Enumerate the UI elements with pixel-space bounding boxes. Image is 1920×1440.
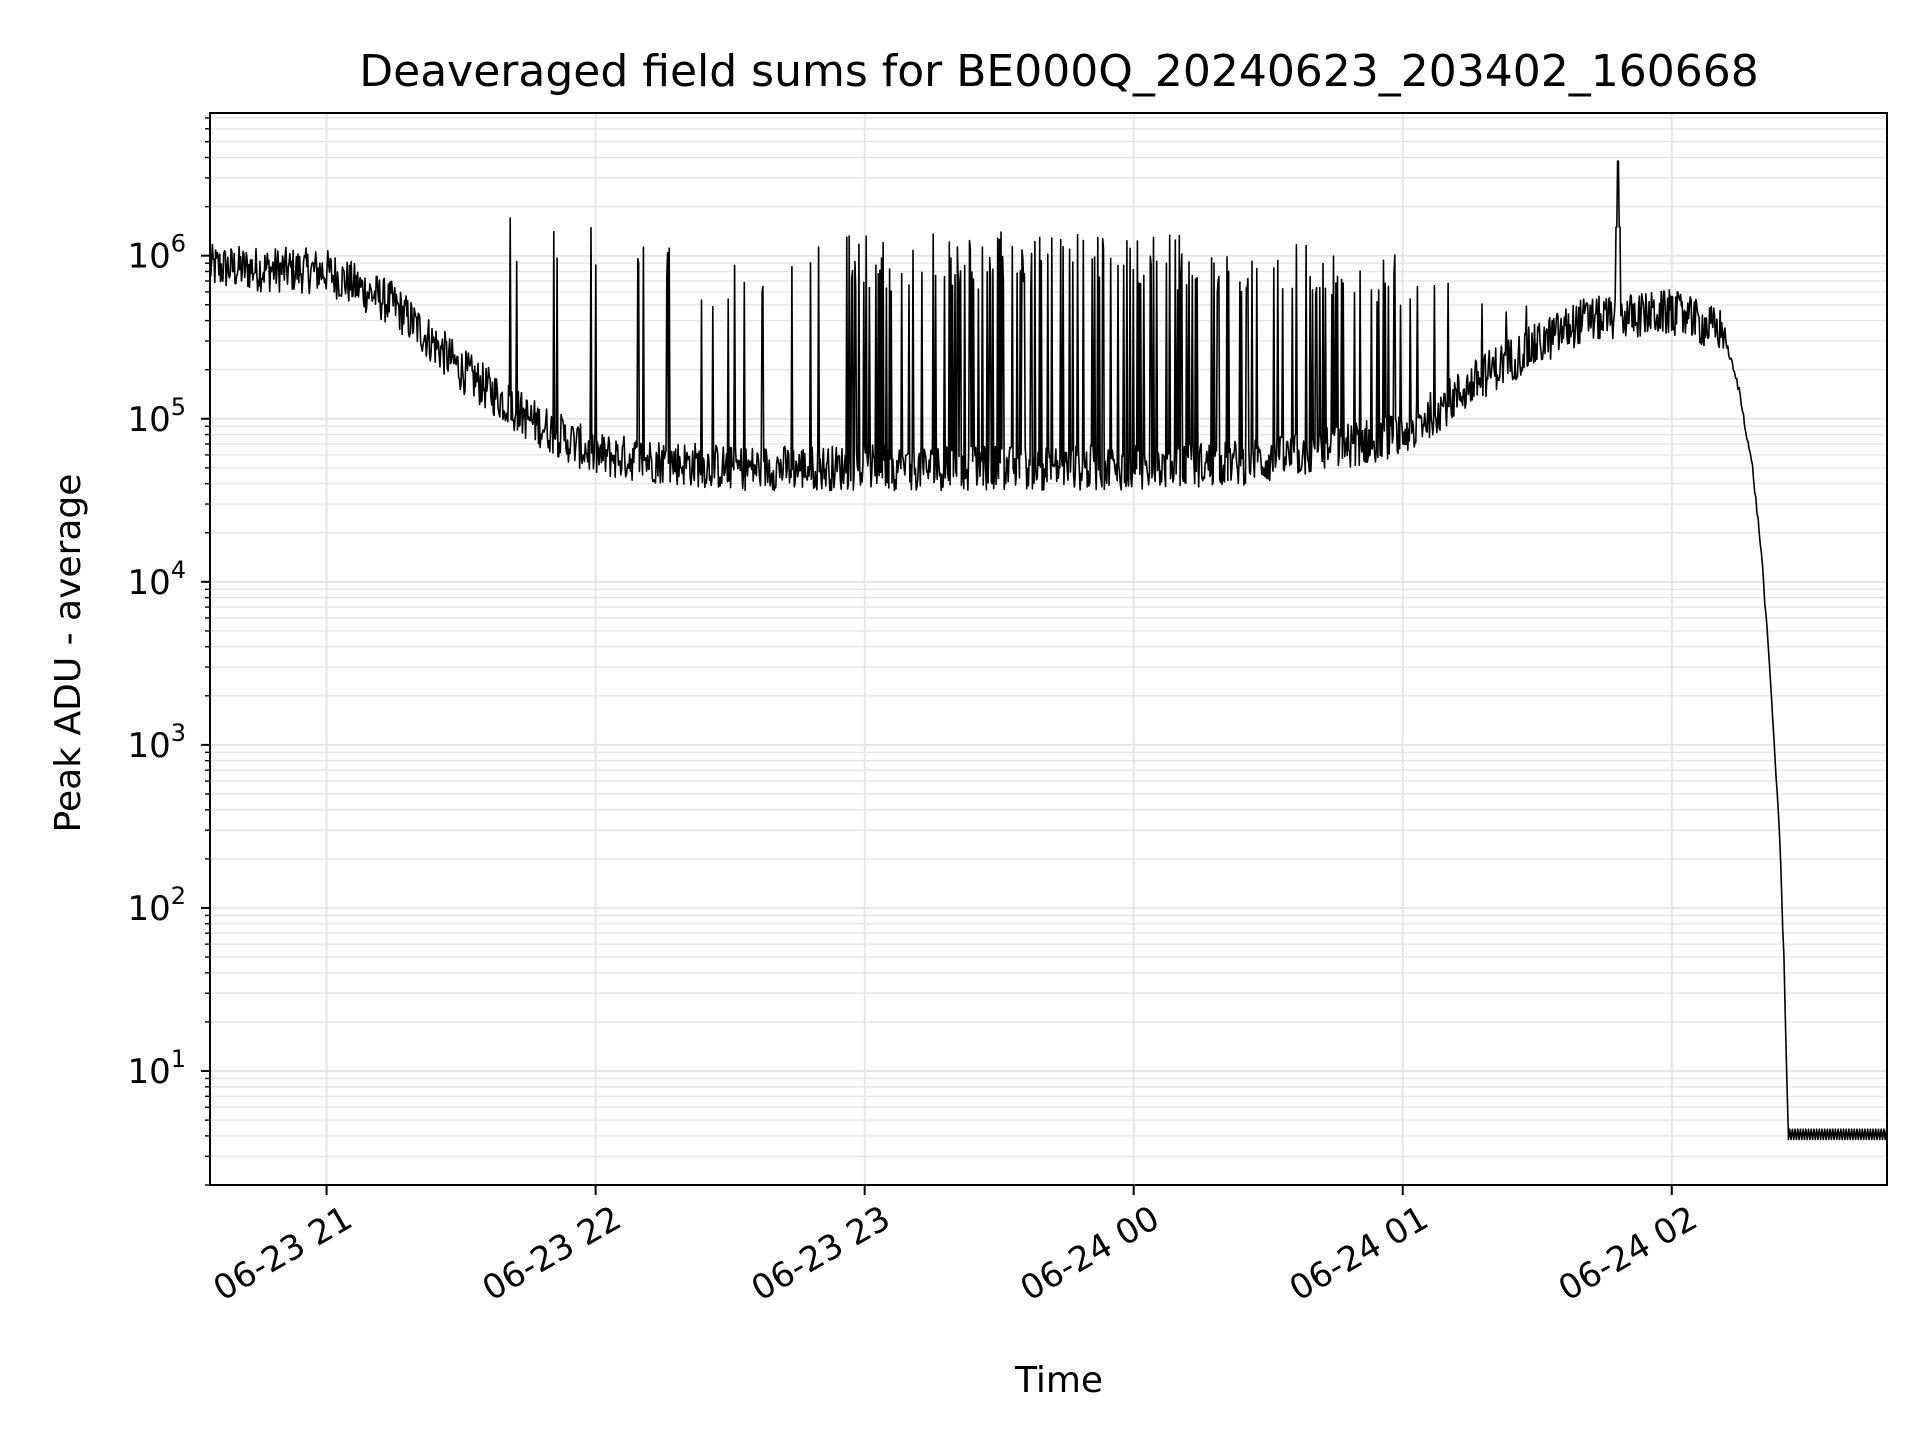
x-tick-label: 06-24 02 (1552, 1198, 1704, 1309)
y-tick-label: 101 (127, 1045, 186, 1092)
x-tick-label: 06-24 00 (1014, 1198, 1166, 1309)
x-tick-label: 06-23 21 (207, 1198, 359, 1309)
series-line-peak-adu (209, 160, 1888, 1141)
y-tick-label: 103 (127, 719, 186, 766)
chart-title: Deaveraged field sums for BE000Q_2024062… (359, 46, 1758, 97)
plot-frame (209, 112, 1888, 1186)
x-axis-label: Time (1014, 1360, 1103, 1401)
x-tick-label: 06-23 23 (745, 1198, 897, 1309)
y-tick-label: 104 (127, 556, 186, 603)
y-tick-label: 106 (127, 230, 186, 277)
y-tick-label: 102 (127, 882, 186, 929)
x-tick-label: 06-23 22 (476, 1198, 628, 1309)
y-axis-label: Peak ADU - average (48, 474, 89, 833)
grid (210, 113, 1887, 1186)
y-tick-label: 105 (127, 393, 186, 440)
x-tick-label: 06-24 01 (1283, 1198, 1435, 1309)
